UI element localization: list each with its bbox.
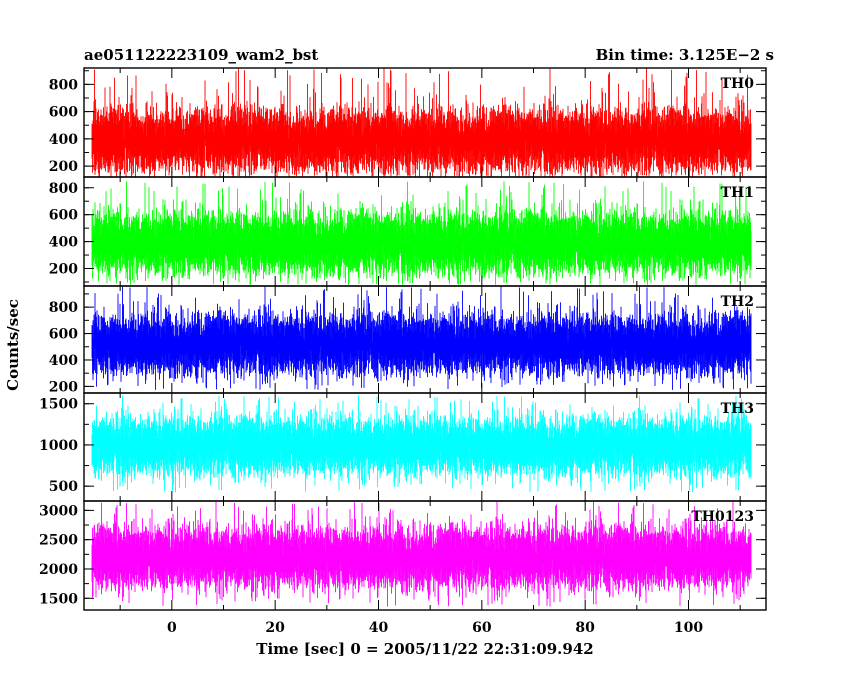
series-th1-line <box>91 181 752 285</box>
series-th3-line <box>91 395 752 493</box>
y-axis-label: Counts/sec <box>4 299 22 391</box>
y-tick-label: 1000 <box>39 438 78 454</box>
x-tick-label: 100 <box>674 620 703 636</box>
series-th2-line <box>91 286 752 390</box>
y-tick-label: 400 <box>49 235 78 251</box>
panel-th0123: 1500 2000 2500 3000 TH0123 <box>39 500 767 611</box>
chart-title-right: Bin time: 3.125E−2 s <box>596 46 774 64</box>
panel-frame <box>83 500 767 611</box>
panel-label-th0: TH0 <box>721 76 755 92</box>
y-tick-label: 2000 <box>39 562 78 578</box>
x-tick-label: 20 <box>265 620 285 636</box>
y-tick-label: 500 <box>49 479 78 495</box>
y-tick-label: 800 <box>49 300 78 316</box>
panel-label-th3: TH3 <box>721 401 754 417</box>
series-th0-line <box>91 68 752 177</box>
y-tick-label: 200 <box>49 379 78 395</box>
y-tick-label: 1500 <box>39 397 78 413</box>
y-tick-label: 200 <box>49 159 78 175</box>
panel-label-th1: TH1 <box>721 185 754 201</box>
y-tick-label: 1500 <box>39 591 78 607</box>
x-tick-label: 0 <box>167 620 177 636</box>
y-tick-label: 2500 <box>39 533 78 549</box>
y-tick-label: 600 <box>49 105 78 121</box>
y-tick-label: 3000 <box>39 503 78 519</box>
panel-th3: 500 1000 1500 TH3 <box>39 392 767 502</box>
y-tick-label: 600 <box>49 327 78 343</box>
y-tick-label: 400 <box>49 132 78 148</box>
y-tick-label: 600 <box>49 208 78 224</box>
chart-title-left: ae051122223109_wam2_bst <box>84 46 318 64</box>
y-tick-label: 800 <box>49 77 78 93</box>
panel-label-th0123: TH0123 <box>691 509 754 525</box>
series-th0123-line <box>91 501 752 607</box>
panel-th2: 200 400 600 800 TH2 <box>49 285 767 395</box>
panel-th1: 200 400 600 800 TH1 <box>49 176 767 287</box>
x-axis-label: Time [sec] 0 = 2005/11/22 22:31:09.942 <box>256 640 593 658</box>
x-tick-label: 40 <box>369 620 389 636</box>
x-tick-label: 80 <box>575 620 595 636</box>
y-tick-label: 800 <box>49 181 78 197</box>
y-tick-label: 400 <box>49 353 78 369</box>
y-tick-label: 200 <box>49 262 78 278</box>
panel-th0: 200 400 600 800 TH0 <box>49 67 767 178</box>
panel-label-th2: TH2 <box>721 294 754 310</box>
x-tick-label: 60 <box>472 620 492 636</box>
